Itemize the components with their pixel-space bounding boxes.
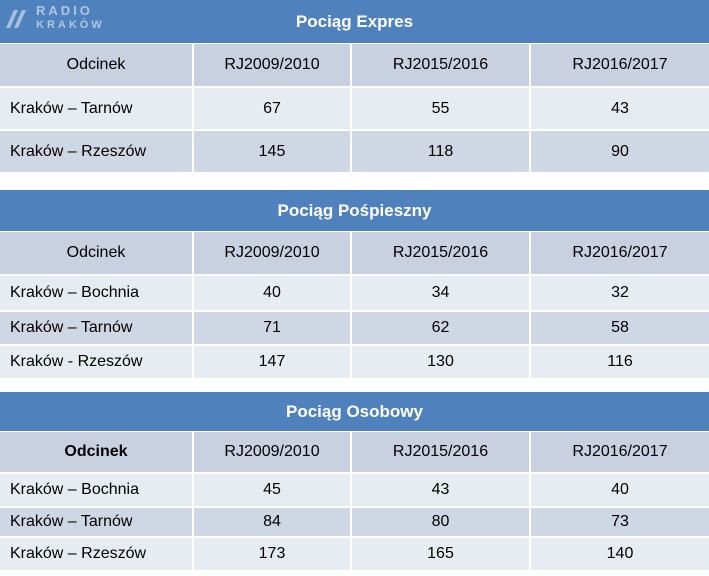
table-row: Kraków – Rzeszów 173 165 140	[0, 538, 709, 572]
segment-cell: Kraków – Tarnów	[0, 508, 194, 536]
value-cell: 43	[611, 99, 629, 117]
value-cell: 118	[352, 131, 531, 172]
value-cell: 71	[194, 312, 352, 344]
table-row: Kraków – Tarnów 67 55 43	[0, 88, 709, 131]
value-cell: 173	[194, 538, 352, 570]
watermark-line1: RADIO	[36, 3, 93, 18]
value-cell: 84	[194, 508, 352, 536]
table-title-text: Pociąg Osobowy	[286, 401, 423, 421]
value-cell: 40	[194, 276, 352, 310]
value-cell: 58	[611, 319, 629, 336]
table-row: Kraków – Bochnia 40 34 32	[0, 276, 709, 312]
value-cell: 34	[352, 276, 531, 310]
table-title: Pociąg Expres	[0, 0, 709, 44]
segment-cell: Kraków – Rzeszów	[0, 538, 194, 570]
table-title-text: Pociąg Pośpieszny	[277, 200, 432, 220]
table-title: Pociąg Pośpieszny	[0, 190, 709, 232]
table-row: Kraków – Tarnów 71 62 58	[0, 312, 709, 346]
value-cell: 145	[194, 131, 352, 172]
header-cell: Odcinek	[0, 232, 194, 274]
header-cell: Odcinek	[0, 44, 194, 86]
header-cell: RJ2016/2017	[572, 443, 668, 460]
value-cell: 62	[352, 312, 531, 344]
segment-cell: Kraków – Bochnia	[0, 276, 194, 310]
header-cell: RJ2016/2017	[572, 56, 668, 73]
table-row: Kraków – Tarnów 84 80 73	[0, 508, 709, 538]
table-osobowy: Pociąg Osobowy Odcinek RJ2009/2010 RJ201…	[0, 392, 709, 572]
table-row: Kraków – Rzeszów 145 118 90	[0, 131, 709, 174]
table-title-text: Pociąg Expres	[295, 11, 414, 31]
table-header-row: Odcinek RJ2009/2010 RJ2015/2016 RJ2016/2…	[0, 432, 709, 474]
table-row: Kraków - Rzeszów 147 130 116	[0, 346, 709, 380]
value-cell: 55	[352, 88, 531, 129]
value-cell: 80	[352, 508, 531, 536]
table-header-row: Odcinek RJ2009/2010 RJ2015/2016 RJ2016/2…	[0, 44, 709, 88]
watermark-line2: KRAKÓW	[36, 19, 105, 31]
value-cell: 165	[352, 538, 531, 570]
header-cell: RJ2015/2016	[352, 432, 531, 472]
header-cell: RJ2009/2010	[194, 44, 352, 86]
table-expres: Pociąg Expres Odcinek RJ2009/2010 RJ2015…	[0, 0, 709, 174]
value-cell: 116	[607, 353, 633, 370]
segment-cell: Kraków – Bochnia	[0, 474, 194, 506]
value-cell: 147	[194, 346, 352, 378]
value-cell: 73	[611, 513, 629, 530]
header-cell: RJ2015/2016	[352, 44, 531, 86]
value-cell: 45	[194, 474, 352, 506]
value-cell: 40	[611, 481, 629, 498]
table-header-row: Odcinek RJ2009/2010 RJ2015/2016 RJ2016/2…	[0, 232, 709, 276]
value-cell: 43	[352, 474, 531, 506]
header-cell: RJ2009/2010	[194, 432, 352, 472]
value-cell: 140	[606, 545, 634, 562]
header-cell: RJ2009/2010	[194, 232, 352, 274]
header-cell: RJ2015/2016	[352, 232, 531, 274]
table-row: Kraków – Bochnia 45 43 40	[0, 474, 709, 508]
table-pospieszny: Pociąg Pośpieszny Odcinek RJ2009/2010 RJ…	[0, 190, 709, 380]
value-cell: 32	[611, 284, 629, 301]
value-cell: 67	[194, 88, 352, 129]
header-cell: Odcinek	[0, 432, 194, 472]
table-title: Pociąg Osobowy	[0, 392, 709, 432]
value-cell: 130	[352, 346, 531, 378]
segment-cell: Kraków – Tarnów	[0, 88, 194, 129]
segment-cell: Kraków – Rzeszów	[0, 131, 194, 172]
header-cell: RJ2016/2017	[572, 244, 668, 261]
value-cell: 90	[611, 142, 629, 160]
segment-cell: Kraków - Rzeszów	[0, 346, 194, 378]
segment-cell: Kraków – Tarnów	[0, 312, 194, 344]
radio-logo-icon	[6, 10, 26, 28]
